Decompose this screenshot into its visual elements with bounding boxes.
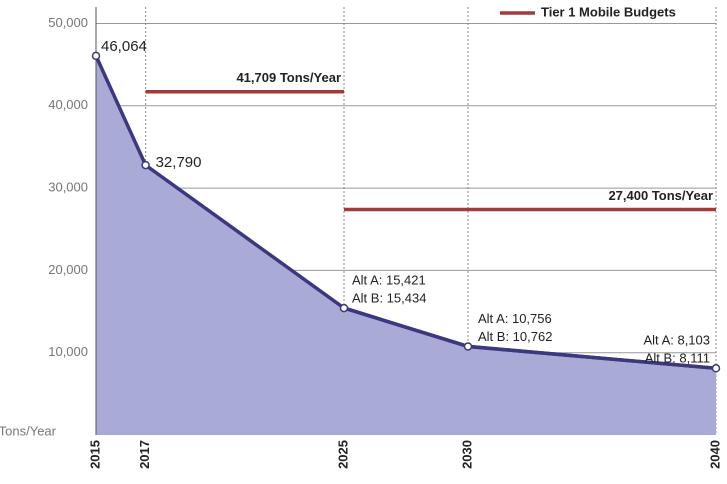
budget-label: 41,709 Tons/Year: [236, 70, 341, 85]
x-tick-label: 2040: [707, 440, 722, 469]
point: [463, 342, 473, 351]
data-label: 46,064: [101, 38, 147, 55]
y-tick-label: 30,000: [48, 180, 88, 195]
data-label: Alt B: 8,111: [645, 351, 710, 366]
legend-label: Tier 1 Mobile Budgets: [541, 4, 676, 19]
x-tick-label: 2030: [459, 440, 474, 469]
data-label: Alt A: 10,756: [478, 311, 552, 326]
y-tick-label: 50,000: [48, 15, 88, 30]
x-tick-label: 2015: [87, 440, 102, 469]
point: [91, 51, 101, 61]
data-label: Alt B: 15,434: [352, 290, 426, 305]
y-tick-label: 40,000: [48, 97, 88, 112]
area: [96, 55, 716, 435]
data-label: Alt B: 10,762: [478, 329, 552, 344]
point: [141, 160, 150, 170]
y-axis-label: Tons/Year: [0, 423, 57, 438]
point: [711, 364, 721, 373]
budget-label: 27,400 Tons/Year: [608, 188, 713, 203]
y-tick-label: 20,000: [48, 262, 88, 277]
y-tick-label: 10,000: [48, 344, 88, 359]
x-tick-label: 2017: [137, 440, 152, 469]
x-tick-label: 2025: [335, 440, 350, 469]
point: [339, 303, 349, 313]
data-label: Alt A: 15,421: [352, 273, 426, 288]
data-label: 32,790: [156, 154, 202, 171]
data-label: Alt A: 8,103: [644, 333, 711, 348]
